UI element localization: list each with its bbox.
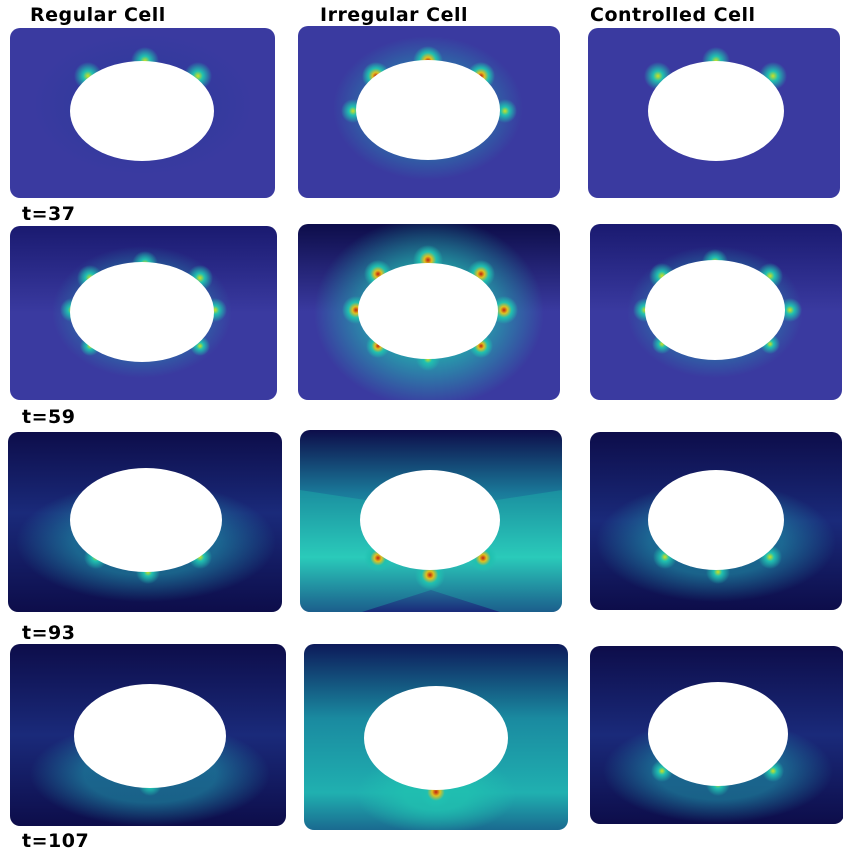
panel-regular-t107 [10, 644, 286, 826]
column-title-controlled: Controlled Cell [590, 4, 756, 26]
row-label-t59: t=59 [22, 406, 76, 428]
column-title-regular: Regular Cell [30, 4, 166, 26]
panel-irregular-t59 [298, 224, 560, 400]
panel-regular-t37 [10, 28, 275, 198]
panel-controlled-t37 [588, 28, 840, 198]
panel-controlled-t59 [590, 224, 842, 400]
row-label-t37: t=37 [22, 203, 76, 225]
panel-regular-t93 [8, 432, 282, 612]
panel-regular-t59 [10, 226, 277, 400]
panel-irregular-t93 [300, 430, 562, 612]
row-label-t93: t=93 [22, 622, 76, 644]
panel-controlled-t107 [590, 646, 843, 824]
panel-irregular-t107 [304, 644, 568, 830]
panel-controlled-t93 [590, 432, 842, 610]
panel-irregular-t37 [298, 26, 560, 198]
row-label-t107: t=107 [22, 830, 90, 852]
column-title-irregular: Irregular Cell [320, 4, 468, 26]
